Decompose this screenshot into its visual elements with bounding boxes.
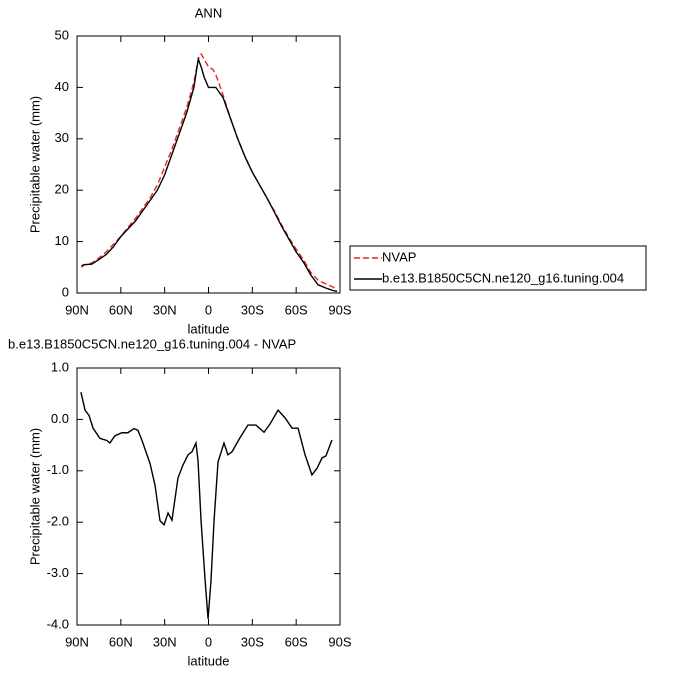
y-tick-label: -2.0 (47, 514, 69, 529)
y-tick-label: -1.0 (47, 462, 69, 477)
chart-title: b.e13.B1850C5CN.ne120_g16.tuning.004 - N… (8, 336, 296, 351)
chart-title: ANN (195, 5, 222, 20)
y-tick-label: 30 (55, 130, 69, 145)
plot-frame (76, 35, 341, 294)
x-axis-label: latitude (188, 321, 230, 336)
x-tick-label: 60N (109, 634, 133, 649)
y-axis-label: Precipitable water (mm) (27, 428, 42, 565)
x-axis-label: latitude (188, 653, 230, 668)
x-tick-label: 60N (109, 302, 133, 317)
legend-label: b.e13.B1850C5CN.ne120_g16.tuning.004 (382, 270, 624, 285)
y-tick-label: 1.0 (51, 359, 69, 374)
x-tick-label: 90S (328, 634, 351, 649)
y-tick-label: 10 (55, 233, 69, 248)
y-tick-label: -3.0 (47, 565, 69, 580)
x-tick-label: 30S (241, 634, 264, 649)
x-tick-label: 90S (328, 302, 351, 317)
y-tick-label: 40 (55, 79, 69, 94)
x-tick-label: 90N (65, 634, 89, 649)
data-line (80, 392, 333, 619)
x-tick-label: 0 (205, 634, 212, 649)
plot-frame (76, 367, 341, 626)
y-tick-label: 20 (55, 182, 69, 197)
x-tick-label: 30N (153, 634, 177, 649)
y-axis-label: Precipitable water (mm) (27, 96, 42, 233)
data-line (81, 56, 338, 293)
x-tick-label: 60S (285, 634, 308, 649)
x-tick-label: 30S (241, 302, 264, 317)
x-tick-label: 60S (285, 302, 308, 317)
x-tick-label: 0 (205, 302, 212, 317)
legend-label: NVAP (382, 249, 416, 264)
x-tick-label: 90N (65, 302, 89, 317)
y-tick-label: 0 (62, 284, 69, 299)
y-tick-label: 0.0 (51, 411, 69, 426)
y-tick-label: -4.0 (47, 616, 69, 631)
y-tick-label: 50 (55, 27, 69, 42)
x-tick-label: 30N (153, 302, 177, 317)
legend-box (349, 245, 647, 291)
